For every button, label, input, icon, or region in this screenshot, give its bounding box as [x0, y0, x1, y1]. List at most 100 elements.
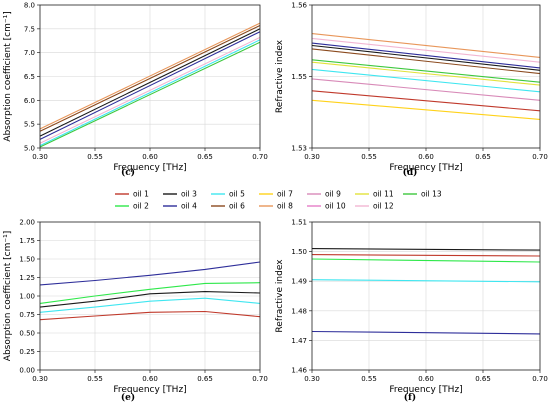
series-line — [311, 33, 541, 58]
series-line — [39, 291, 261, 308]
legend-label: oil 7 — [277, 190, 293, 199]
series-line — [311, 279, 541, 283]
legend-label: oil 4 — [181, 202, 197, 211]
legend-label: oil 6 — [229, 202, 245, 211]
y-tick-label: 1.51 — [291, 219, 307, 227]
legend-item: oil 8 — [259, 202, 293, 211]
legend-label: oil 1 — [133, 190, 149, 199]
x-tick-label: 0.65 — [475, 153, 491, 161]
series-line — [39, 310, 261, 321]
series-line — [311, 48, 541, 75]
series-line — [311, 99, 541, 120]
series-line — [311, 61, 541, 86]
x-axis-label: Frequency [THz] — [389, 385, 462, 395]
x-axis-label: Frequency [THz] — [113, 163, 186, 173]
series-line — [311, 37, 541, 63]
x-tick-label: 0.60 — [142, 153, 158, 161]
legend-label: oil 3 — [181, 190, 197, 199]
legend-item: oil 12 — [355, 202, 394, 211]
x-tick-label: 0.55 — [87, 375, 103, 383]
y-tick-label: 6.0 — [24, 97, 35, 105]
chart-panel: 0.30 0.55 0.60 0.65 0.70 1.46 1.47 1.48 1.49 1.50… — [275, 219, 548, 404]
series-line — [311, 248, 541, 251]
y-tick-label: 1.75 — [19, 237, 35, 245]
x-tick-label: 0.65 — [197, 375, 213, 383]
panel-label: (f) — [404, 392, 416, 403]
series-line — [39, 31, 261, 140]
y-axis-label: Absorption coefficient [cm⁻¹] — [3, 11, 13, 141]
y-tick-label: 6.5 — [24, 73, 35, 81]
legend-item: oil 9 — [307, 190, 341, 199]
x-tick-label: 0.30 — [32, 153, 48, 161]
series-line — [311, 330, 541, 335]
x-tick-label: 0.60 — [142, 375, 158, 383]
y-tick-label: 1.47 — [291, 337, 307, 345]
series-line — [311, 59, 541, 83]
legend-item: oil 13 — [403, 190, 442, 199]
y-tick-label: 7.5 — [24, 25, 35, 33]
x-axis-label: Frequency [THz] — [389, 163, 462, 173]
series-line — [39, 261, 261, 286]
series-line — [39, 25, 261, 132]
series-line — [311, 44, 541, 71]
x-tick-label: 0.30 — [304, 375, 320, 383]
x-tick-label: 0.65 — [475, 375, 491, 383]
legend-item: oil 7 — [259, 190, 293, 199]
x-tick-label: 0.70 — [532, 153, 548, 161]
series-line — [311, 254, 541, 257]
y-tick-label: 1.00 — [19, 293, 35, 301]
series-line — [311, 258, 541, 263]
y-axis-label: Refractive index — [275, 259, 285, 333]
x-tick-label: 0.55 — [87, 153, 103, 161]
chart-panel: 0.30 0.55 0.60 0.65 0.70 5.0 5.5 6.0 6.5 7.0 7.5 8.… — [3, 2, 268, 179]
y-tick-label: 7.0 — [24, 49, 35, 57]
y-tick-label: 1.56 — [291, 2, 307, 10]
series-line — [39, 41, 261, 148]
series-line — [311, 68, 541, 93]
legend-item: oil 6 — [211, 202, 245, 211]
series-line — [311, 90, 541, 112]
legend-item: oil 5 — [211, 190, 245, 199]
series-line — [39, 282, 261, 304]
chart-panel: 0.30 0.55 0.60 0.65 0.70 1.53 1.55 1.56 Frequenc… — [275, 2, 548, 179]
x-tick-label: 0.70 — [532, 375, 548, 383]
x-tick-label: 0.30 — [32, 375, 48, 383]
y-tick-label: 0.25 — [19, 348, 35, 356]
y-tick-label: 1.48 — [291, 307, 307, 315]
y-tick-label: 1.25 — [19, 274, 35, 282]
legend-label: oil 12 — [373, 202, 394, 211]
x-tick-label: 0.70 — [252, 153, 268, 161]
y-tick-label: 0.50 — [19, 330, 35, 338]
x-tick-label: 0.65 — [197, 153, 213, 161]
y-tick-label: 1.55 — [291, 73, 307, 81]
y-axis-label: Refractive index — [275, 39, 285, 113]
x-tick-label: 0.60 — [418, 153, 434, 161]
y-tick-label: 0.75 — [19, 311, 35, 319]
legend: oil 1 oil 2 oil 3 oil 4 oil 5 oil 6 oil 7 oil 8… — [115, 190, 442, 211]
panel-label: (c) — [121, 167, 135, 178]
series-line — [39, 36, 261, 144]
y-tick-label: 1.50 — [19, 256, 35, 264]
x-tick-label: 0.55 — [361, 153, 377, 161]
panel-label: (e) — [121, 392, 135, 403]
legend-label: oil 2 — [133, 202, 149, 211]
y-tick-label: 5.5 — [24, 121, 35, 129]
series-line — [311, 42, 541, 69]
legend-item: oil 4 — [163, 202, 197, 211]
x-tick-label: 0.70 — [252, 375, 268, 383]
x-tick-label: 0.55 — [361, 375, 377, 383]
y-tick-label: 5.0 — [24, 145, 35, 153]
panel-label: (d) — [403, 167, 418, 178]
legend-label: oil 10 — [325, 202, 346, 211]
legend-label: oil 9 — [325, 190, 341, 199]
x-tick-label: 0.30 — [304, 153, 320, 161]
y-tick-label: 2.00 — [19, 219, 35, 227]
legend-item: oil 11 — [355, 190, 394, 199]
y-tick-label: 8.0 — [24, 2, 35, 10]
legend-item: oil 1 — [115, 190, 149, 199]
y-tick-label: 0.00 — [19, 367, 35, 375]
legend-label: oil 5 — [229, 190, 245, 199]
x-tick-label: 0.60 — [418, 375, 434, 383]
legend-label: oil 8 — [277, 202, 293, 211]
